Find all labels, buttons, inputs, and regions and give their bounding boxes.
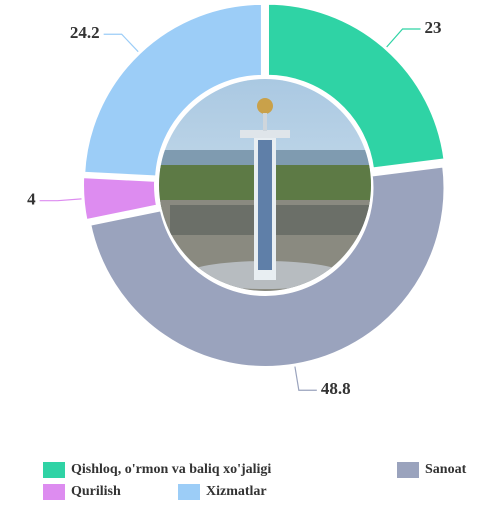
legend-swatch xyxy=(178,484,200,500)
value-label: 48.8 xyxy=(321,379,351,398)
leader-line xyxy=(40,199,82,201)
legend-label: Qishloq, o'rmon va baliq xo'jaligi xyxy=(71,462,271,477)
leader-line xyxy=(104,34,139,51)
value-label: 4 xyxy=(27,190,36,209)
leader-line xyxy=(295,367,317,391)
legend-swatch xyxy=(397,462,419,478)
legend-swatch xyxy=(43,462,65,478)
legend-label: Sanoat xyxy=(425,462,467,477)
legend-swatch xyxy=(43,484,65,500)
legend-label: Qurilish xyxy=(71,484,121,499)
chart: 23 48.8 4 24.2 Qishloq, o'rmon va baliq xo'… xyxy=(0,0,493,505)
legend: Qishloq, o'rmon va baliq xo'jaligi Sanoat… xyxy=(43,462,467,500)
value-label: 24.2 xyxy=(70,23,100,42)
value-label: 23 xyxy=(425,18,442,37)
leader-line xyxy=(387,29,421,47)
legend-label: Xizmatlar xyxy=(206,484,267,499)
